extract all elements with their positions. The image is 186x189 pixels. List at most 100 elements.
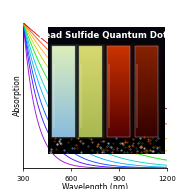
Bar — [79, 84, 102, 86]
Bar — [107, 54, 130, 55]
Bar — [52, 70, 75, 72]
Bar — [135, 63, 158, 64]
Bar — [135, 96, 158, 98]
Bar — [132, 44, 161, 139]
Bar — [107, 93, 130, 95]
Bar — [79, 116, 102, 117]
Bar — [135, 61, 158, 63]
Bar — [79, 117, 102, 119]
Bar — [105, 45, 132, 138]
Bar — [107, 81, 130, 83]
Bar — [79, 66, 102, 67]
Bar — [107, 46, 130, 48]
Bar — [107, 78, 130, 79]
Bar — [52, 125, 75, 127]
Bar — [79, 127, 102, 128]
Bar — [135, 93, 158, 95]
Bar — [107, 63, 130, 64]
Bar — [79, 73, 102, 75]
Bar — [135, 102, 158, 104]
Bar — [135, 78, 158, 79]
Bar — [135, 86, 158, 87]
Bar — [52, 122, 75, 124]
Bar — [107, 87, 130, 89]
Y-axis label: Absorption: Absorption — [13, 75, 22, 116]
Bar — [79, 128, 102, 130]
Bar — [52, 51, 75, 52]
Bar — [79, 110, 102, 111]
Bar — [79, 93, 102, 95]
Bar — [135, 127, 158, 128]
Bar — [107, 84, 130, 86]
Bar — [79, 133, 102, 134]
Bar — [107, 60, 130, 61]
Bar — [52, 108, 75, 110]
Bar — [79, 86, 102, 87]
Bar — [135, 119, 158, 120]
Bar — [136, 64, 138, 128]
Bar — [79, 102, 102, 104]
Bar — [107, 120, 130, 122]
Text: Lead Sulfide Quantum Dots: Lead Sulfide Quantum Dots — [39, 31, 173, 40]
Bar — [79, 48, 102, 49]
Bar — [107, 90, 130, 92]
Bar — [135, 70, 158, 72]
Bar — [52, 61, 75, 63]
Bar — [107, 76, 130, 78]
Bar — [107, 98, 130, 99]
Bar — [107, 89, 130, 90]
Bar — [79, 89, 102, 90]
Bar — [135, 99, 158, 101]
Bar — [79, 87, 102, 89]
Bar — [107, 124, 130, 125]
Bar — [107, 116, 130, 117]
Bar — [79, 124, 102, 125]
Bar — [79, 64, 102, 66]
Bar — [52, 93, 75, 95]
Bar — [52, 96, 75, 98]
Bar — [79, 58, 102, 60]
Bar — [75, 44, 106, 139]
Bar — [52, 75, 75, 76]
Bar — [52, 90, 75, 92]
Bar — [107, 79, 130, 81]
Bar — [79, 49, 102, 51]
Bar — [107, 119, 130, 120]
Bar — [135, 90, 158, 92]
Bar — [107, 70, 130, 72]
Bar — [79, 63, 102, 64]
Bar — [79, 79, 102, 81]
Bar — [79, 95, 102, 96]
Bar — [79, 83, 102, 84]
Bar — [52, 54, 75, 55]
Bar — [52, 52, 75, 54]
Bar — [52, 58, 75, 60]
Bar — [52, 105, 75, 107]
Bar — [107, 57, 130, 58]
Bar — [52, 48, 75, 49]
Bar — [135, 131, 158, 133]
Bar — [79, 125, 102, 127]
Bar — [107, 125, 130, 127]
Bar — [107, 67, 130, 69]
Bar — [135, 57, 158, 58]
Bar — [79, 120, 102, 122]
Bar — [52, 130, 75, 131]
Bar — [52, 120, 75, 122]
Bar — [107, 66, 130, 67]
Bar — [135, 69, 158, 70]
Bar — [52, 119, 75, 120]
Bar — [135, 81, 158, 83]
Bar — [104, 44, 133, 139]
Bar — [135, 134, 158, 136]
Bar — [52, 67, 75, 69]
Bar — [52, 64, 75, 66]
Bar — [79, 57, 102, 58]
Bar — [52, 92, 75, 93]
Bar — [107, 111, 130, 113]
Bar — [135, 120, 158, 122]
Bar — [135, 89, 158, 90]
Bar — [52, 117, 75, 119]
Bar — [52, 57, 75, 58]
Bar — [135, 66, 158, 67]
